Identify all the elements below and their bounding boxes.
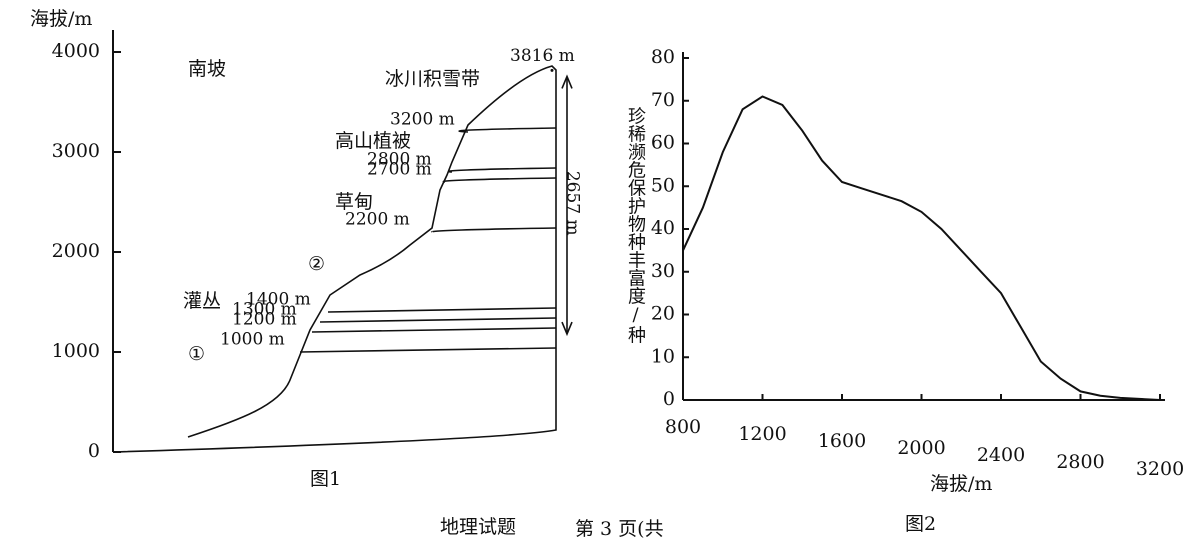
- x-tick-label: 800: [665, 416, 701, 438]
- arrow-head: [561, 74, 573, 89]
- zone-boundary: [327, 307, 557, 313]
- zone-boundary: [311, 327, 557, 333]
- y-label: 海拔/m: [30, 8, 92, 30]
- mountain-profile: [112, 65, 557, 453]
- y-tick-label: 50: [651, 174, 675, 196]
- y-tick-label: 2000: [52, 240, 100, 262]
- line: [682, 95, 1161, 401]
- y-tick-label: 30: [651, 260, 675, 282]
- caption: 图1: [310, 468, 341, 490]
- boundary-label: 1400 m: [246, 290, 311, 310]
- x-tick-label: 1200: [738, 423, 786, 445]
- x-tick-label: 2000: [897, 437, 945, 459]
- x-tick-label: 2800: [1056, 451, 1104, 473]
- zone-boundary: [458, 127, 557, 133]
- boundary-label: 1200 m: [232, 310, 297, 330]
- zone-label: 冰川积雪带: [385, 68, 480, 90]
- range-label: 2657 m: [563, 171, 583, 236]
- peak: [550, 68, 554, 72]
- boundary-label: 1000 m: [220, 330, 285, 350]
- zone-boundary: [447, 167, 557, 173]
- boundary-label: 1300 m: [232, 300, 297, 320]
- arrow-head: [561, 321, 573, 337]
- zone-label: 灌丛: [183, 290, 221, 312]
- x-tick-label: 2400: [977, 444, 1025, 466]
- y-tick-label: 3000: [52, 140, 100, 162]
- boundary-label: 2700 m: [367, 160, 432, 180]
- y-tick-label: 4000: [52, 40, 100, 62]
- caption: 图2: [905, 513, 936, 535]
- marker: ①: [188, 343, 205, 365]
- y-tick-label: 20: [651, 303, 675, 325]
- boundary-label: 3200 m: [390, 110, 455, 130]
- y-tick-label: 10: [651, 345, 675, 367]
- y-tick-label: 80: [651, 46, 675, 68]
- footer-page: 第 3 页(共: [575, 518, 664, 540]
- x-tick-label: 3200: [1136, 458, 1184, 480]
- zone-boundary: [299, 347, 557, 353]
- y-tick-label: 60: [651, 132, 675, 154]
- x-tick-label: 1600: [818, 430, 866, 452]
- y-tick-label: 70: [651, 89, 675, 111]
- zone-boundary: [431, 227, 557, 233]
- zone-label: 高山植被: [335, 130, 411, 152]
- y-tick-label: 0: [88, 440, 100, 462]
- boundary-label: 2200 m: [345, 210, 410, 230]
- y-tick-label: 40: [651, 217, 675, 239]
- boundary-label: 2800 m: [367, 150, 432, 170]
- zone-boundary: [442, 177, 557, 183]
- y-label: 珍稀濒危保护物种丰富度/种: [625, 106, 646, 343]
- y-tick-label: 0: [663, 388, 675, 410]
- footer-subject: 地理试题: [440, 516, 516, 538]
- x-label: 海拔/m: [930, 473, 992, 495]
- zone-boundary: [319, 317, 557, 323]
- slope-label: 南坡: [188, 58, 226, 80]
- peak-label: 3816 m: [510, 46, 575, 66]
- zone-label: 草甸: [335, 191, 373, 213]
- y-tick-label: 1000: [52, 340, 100, 362]
- marker: ②: [308, 253, 325, 275]
